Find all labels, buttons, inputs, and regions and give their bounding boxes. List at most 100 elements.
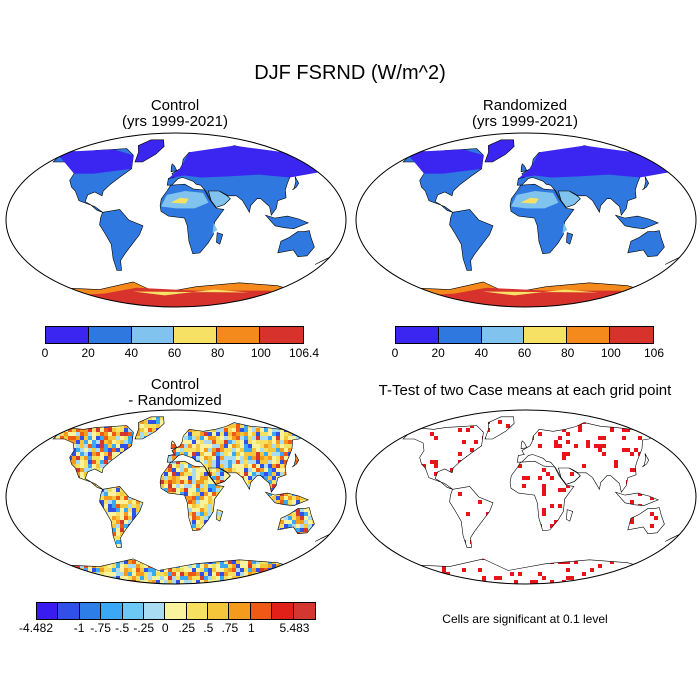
grid-cell bbox=[24, 552, 28, 556]
grid-cell bbox=[328, 580, 331, 584]
sahara-hotspot bbox=[170, 197, 189, 204]
grid-cell bbox=[108, 516, 112, 520]
grid-cell bbox=[168, 572, 172, 576]
grid-cell bbox=[208, 492, 212, 496]
significant-cell bbox=[434, 464, 438, 468]
grid-cell bbox=[312, 584, 316, 586]
ttest-panel-title: T-Test of two Case means at each grid po… bbox=[378, 382, 672, 399]
grid-cell bbox=[232, 456, 236, 460]
significant-cell bbox=[374, 436, 378, 440]
grid-cell bbox=[180, 444, 184, 448]
grid-cell bbox=[264, 584, 268, 586]
map-frame bbox=[355, 132, 697, 308]
grid-cell bbox=[196, 480, 200, 484]
grid-cell bbox=[64, 416, 68, 420]
grid-cell bbox=[328, 452, 331, 456]
grid-cell bbox=[340, 424, 344, 428]
significant-cell bbox=[374, 552, 378, 556]
grid-cell bbox=[200, 500, 204, 504]
grid-cell bbox=[132, 408, 136, 412]
grid-cell bbox=[53, 420, 56, 424]
grid-cell bbox=[320, 420, 324, 424]
grid-cell bbox=[120, 488, 124, 492]
grid-cell bbox=[244, 452, 248, 456]
significant-cell bbox=[478, 568, 482, 572]
grid-cell bbox=[120, 508, 124, 512]
grid-cell bbox=[280, 572, 284, 576]
grid-cell bbox=[220, 568, 224, 572]
grid-cell bbox=[8, 464, 12, 468]
grid-cell bbox=[96, 408, 100, 412]
grid-cell bbox=[300, 520, 304, 524]
grid-cell bbox=[76, 436, 80, 440]
grid-cell bbox=[280, 424, 284, 428]
significant-cell bbox=[694, 528, 698, 532]
grid-cell bbox=[28, 408, 32, 412]
grid-cell bbox=[256, 432, 260, 436]
grid-cell bbox=[68, 424, 72, 428]
significant-cell bbox=[402, 408, 406, 412]
significant-cell bbox=[394, 556, 398, 560]
grid-cell bbox=[324, 416, 328, 420]
grid-cell bbox=[36, 432, 40, 436]
grid-cell bbox=[28, 552, 32, 556]
grid-cell bbox=[316, 408, 320, 412]
grid-cell bbox=[228, 468, 232, 472]
grid-cell bbox=[244, 480, 248, 484]
grid-cell bbox=[268, 480, 272, 484]
grid-cell bbox=[72, 452, 76, 456]
grid-cell bbox=[104, 448, 108, 452]
grid-cell bbox=[220, 564, 224, 568]
grid-cell bbox=[60, 424, 64, 428]
significant-cell bbox=[682, 576, 686, 580]
grid-cell bbox=[268, 432, 272, 436]
grid-cell bbox=[196, 448, 200, 452]
grid-cell bbox=[312, 428, 316, 432]
significant-cell bbox=[542, 492, 546, 496]
grid-cell bbox=[312, 408, 316, 412]
colorbar-tick-label: -.25 bbox=[133, 621, 155, 635]
grid-cell bbox=[196, 500, 200, 504]
grid-cell bbox=[236, 448, 240, 452]
grid-cell bbox=[8, 560, 12, 564]
grid-cell bbox=[116, 508, 120, 512]
grid-cell bbox=[284, 520, 288, 524]
grid-cell bbox=[344, 412, 348, 416]
grid-cell bbox=[280, 408, 284, 412]
grid-cell bbox=[312, 420, 316, 424]
grid-cell bbox=[256, 468, 260, 472]
grid-cell bbox=[312, 560, 316, 564]
coastline-northAmerica bbox=[402, 425, 484, 490]
grid-cell bbox=[224, 468, 228, 472]
grid-cell bbox=[224, 560, 228, 564]
grid-cell bbox=[328, 560, 331, 564]
grid-cell bbox=[320, 440, 324, 444]
grid-cell bbox=[16, 428, 20, 432]
grid-cell bbox=[32, 572, 36, 576]
grid-cell bbox=[104, 504, 108, 508]
grid-cell bbox=[260, 440, 264, 444]
grid-cell bbox=[256, 576, 260, 580]
grid-cell bbox=[264, 564, 268, 568]
grid-cell bbox=[336, 540, 340, 544]
grid-cell bbox=[180, 464, 184, 468]
grid-cell bbox=[80, 460, 84, 464]
grid-cell bbox=[204, 492, 208, 496]
grid-cell bbox=[24, 420, 28, 424]
grid-cell bbox=[316, 436, 320, 440]
grid-cell bbox=[36, 580, 40, 584]
grid-cell bbox=[112, 528, 116, 532]
grid-cell bbox=[284, 448, 288, 452]
grid-cell bbox=[324, 540, 328, 544]
grid-cell bbox=[236, 452, 240, 456]
significant-cell bbox=[570, 576, 574, 580]
grid-cell bbox=[80, 408, 84, 412]
grid-cell bbox=[64, 580, 68, 584]
significant-cell bbox=[474, 440, 478, 444]
randomized-subtitle-line: (yrs 1999-2021) bbox=[472, 113, 578, 130]
grid-cell bbox=[236, 432, 240, 436]
significant-cell bbox=[574, 560, 578, 564]
grid-cell bbox=[88, 448, 92, 452]
grid-cell bbox=[56, 568, 60, 572]
grid-cell bbox=[108, 580, 112, 584]
